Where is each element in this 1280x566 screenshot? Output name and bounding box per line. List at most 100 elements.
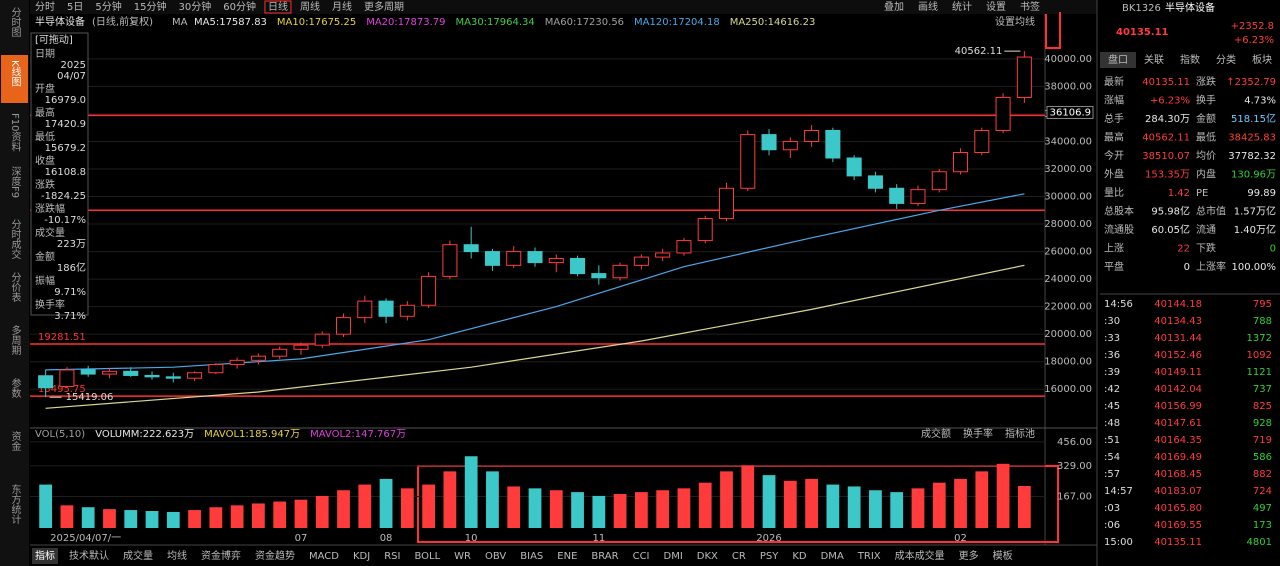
volume-bar: [656, 490, 670, 528]
indicator-tab[interactable]: 均线: [167, 549, 187, 562]
period-tab[interactable]: 15分钟: [134, 0, 167, 13]
quote-label: 上涨率: [1196, 260, 1226, 273]
quote-label: 最低: [1196, 131, 1216, 144]
data-box: [30, 32, 89, 316]
data-box-title[interactable]: [可拖动]: [35, 33, 73, 46]
indicator-tab[interactable]: PSY: [760, 551, 779, 562]
candle-body: [676, 240, 692, 254]
sidebar-tab[interactable]: 东方统计: [9, 483, 21, 525]
indicator-tab[interactable]: DMA: [821, 551, 844, 562]
sidebar-tab[interactable]: 资金: [9, 431, 21, 451]
indicator-tab[interactable]: 更多: [959, 549, 979, 562]
tool-button[interactable]: 叠加: [884, 1, 904, 13]
indicator-tab[interactable]: DMI: [664, 551, 683, 562]
candle-body: [782, 140, 798, 151]
candle-body: [867, 175, 883, 189]
tick-price: 40156.99: [1154, 401, 1202, 412]
y-tick-label: 30000.00: [1044, 192, 1092, 203]
tool-button[interactable]: 统计: [952, 0, 972, 13]
tool-button[interactable]: 画线: [918, 0, 938, 13]
volume-bar: [1017, 485, 1031, 528]
candle-body: [718, 187, 735, 220]
sidebar-tab[interactable]: 多周期: [9, 324, 21, 356]
period-tab[interactable]: 60分钟: [223, 0, 256, 13]
indicator-tab[interactable]: OBV: [485, 551, 506, 562]
vol-tool[interactable]: 换手率: [963, 427, 993, 440]
indicator-tab[interactable]: TRIX: [857, 551, 881, 562]
indicator-tab[interactable]: CR: [732, 551, 746, 562]
last-price: 40135.11: [1116, 27, 1169, 38]
volume-bar: [103, 509, 116, 528]
indicator-tab[interactable]: WR: [454, 551, 471, 562]
indicator-tab[interactable]: ENE: [557, 551, 577, 562]
period-tab[interactable]: 周线: [300, 0, 320, 13]
ma-setting[interactable]: 设置均线: [995, 15, 1035, 28]
candle-body: [995, 96, 1011, 131]
indicator-tab[interactable]: RSI: [384, 551, 400, 562]
sidebar-tab[interactable]: K线图: [9, 60, 21, 87]
tick-price: 40164.35: [1154, 435, 1202, 446]
quote-value: 99.89: [1247, 188, 1276, 199]
volume-bar: [294, 499, 308, 528]
indicator-tab[interactable]: KDJ: [353, 551, 370, 562]
tick-price: 40168.45: [1154, 469, 1202, 480]
quote-tab[interactable]: 盘口: [1108, 53, 1128, 66]
tool-button[interactable]: 设置: [986, 1, 1006, 13]
indicator-tab[interactable]: 成本成交量: [895, 549, 945, 562]
data-label: 日期: [35, 48, 55, 60]
quote-tab[interactable]: 关联: [1144, 53, 1164, 66]
indicator-tab[interactable]: 成交量: [123, 549, 153, 562]
indicator-tab[interactable]: MACD: [309, 551, 339, 562]
tick-volume: 497: [1253, 503, 1272, 514]
sidebar-tab[interactable]: 参数: [9, 377, 21, 399]
vol-tool[interactable]: 指标池: [1005, 427, 1035, 440]
period-tab[interactable]: 分时: [35, 1, 55, 13]
data-value: 186亿: [57, 261, 86, 274]
sidebar-tab[interactable]: 分时成交: [9, 219, 21, 260]
indicator-tab[interactable]: DKX: [697, 551, 718, 562]
tick-price: 40135.11: [1154, 537, 1202, 548]
tick-time: :42: [1104, 384, 1120, 395]
chart-title: 半导体设备: [35, 15, 85, 28]
indicator-tab[interactable]: 技术默认: [69, 549, 109, 562]
indicator-tab[interactable]: 资金博弈: [201, 549, 241, 562]
quote-label: 流通: [1196, 223, 1216, 236]
vol-legend: VOLUMM:222.623万: [95, 429, 194, 440]
tick-volume: 586: [1253, 452, 1272, 463]
quote-value: 284.30万: [1145, 114, 1190, 125]
indicator-tab[interactable]: BRAR: [591, 551, 618, 562]
tool-button[interactable]: 书签: [1020, 0, 1040, 13]
quote-tab[interactable]: 分类: [1216, 53, 1236, 66]
candle-body: [208, 363, 224, 374]
period-tab[interactable]: 5分钟: [95, 0, 121, 13]
indicator-tab[interactable]: BIAS: [520, 551, 543, 562]
candle-body: [612, 264, 628, 279]
tick-price: 40165.80: [1154, 503, 1202, 514]
sidebar-tab[interactable]: F10资料: [9, 113, 21, 152]
tick-price: 40169.55: [1154, 520, 1202, 531]
tick-time: :03: [1104, 503, 1120, 514]
quote-tab[interactable]: 指数: [1180, 53, 1200, 66]
volume-bar: [911, 488, 925, 528]
sidebar-tab[interactable]: 分时图: [9, 7, 21, 38]
indicator-tab[interactable]: 模板: [993, 549, 1013, 562]
indicator-tab[interactable]: 资金趋势: [255, 549, 295, 562]
quote-label: 内盘: [1196, 168, 1216, 181]
indicator-tab[interactable]: BOLL: [414, 551, 440, 562]
indicator-tab[interactable]: KD: [792, 551, 807, 562]
vol-tool[interactable]: 成交额: [921, 427, 951, 440]
volume-bar: [358, 484, 372, 528]
quote-tab[interactable]: 板块: [1252, 53, 1272, 66]
period-tab[interactable]: 5日: [67, 2, 83, 13]
period-tab[interactable]: 30分钟: [178, 0, 211, 13]
volume-bar: [60, 505, 74, 528]
period-tab[interactable]: 日线: [268, 0, 288, 13]
indicator-tab[interactable]: 指标: [35, 549, 55, 562]
indicator-tab[interactable]: CCI: [633, 551, 650, 562]
candle-body: [80, 369, 96, 375]
sidebar-tab[interactable]: 分价表: [9, 272, 21, 303]
period-tab[interactable]: 月线: [332, 0, 352, 13]
period-tab[interactable]: 更多周期: [364, 0, 404, 13]
sidebar-tab[interactable]: 深度F9: [9, 166, 21, 198]
quote-label: 外盘: [1104, 168, 1124, 181]
